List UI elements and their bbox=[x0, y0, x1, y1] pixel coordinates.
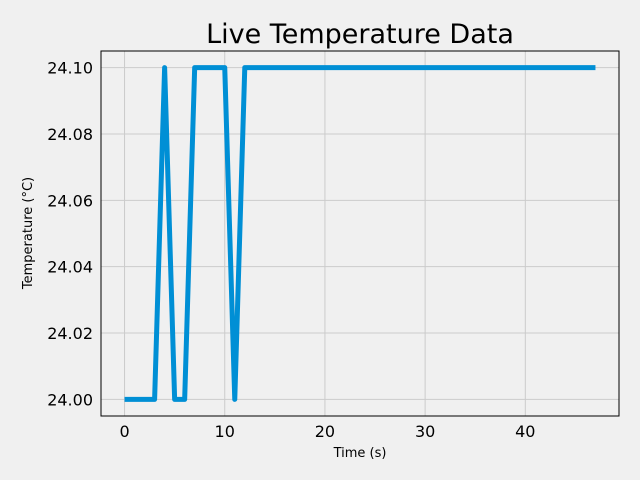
x-tick-label: 20 bbox=[315, 422, 335, 441]
y-tick-label: 24.04 bbox=[47, 258, 93, 277]
chart-title: Live Temperature Data bbox=[206, 19, 514, 50]
x-tick-label: 40 bbox=[515, 422, 535, 441]
y-tick-label: 24.10 bbox=[47, 59, 93, 78]
y-axis-ticks: 24.00 24.02 24.04 24.06 24.08 24.10 bbox=[47, 59, 93, 410]
x-tick-label: 30 bbox=[415, 422, 435, 441]
x-tick-label: 10 bbox=[215, 422, 235, 441]
y-axis-label: Temperature (°C) bbox=[21, 177, 36, 290]
plot-frame bbox=[100, 50, 620, 417]
y-tick-label: 24.08 bbox=[47, 125, 93, 144]
series bbox=[124, 65, 596, 402]
plot-area bbox=[101, 51, 619, 416]
y-tick-label: 24.02 bbox=[47, 324, 93, 343]
temperature-line bbox=[124, 65, 596, 402]
y-tick-label: 24.00 bbox=[47, 390, 93, 409]
y-tick-label: 24.06 bbox=[47, 191, 93, 210]
x-axis-ticks: 0 10 20 30 40 bbox=[119, 422, 535, 441]
x-axis-label: Time (s) bbox=[333, 446, 387, 461]
x-tick-label: 0 bbox=[119, 422, 129, 441]
